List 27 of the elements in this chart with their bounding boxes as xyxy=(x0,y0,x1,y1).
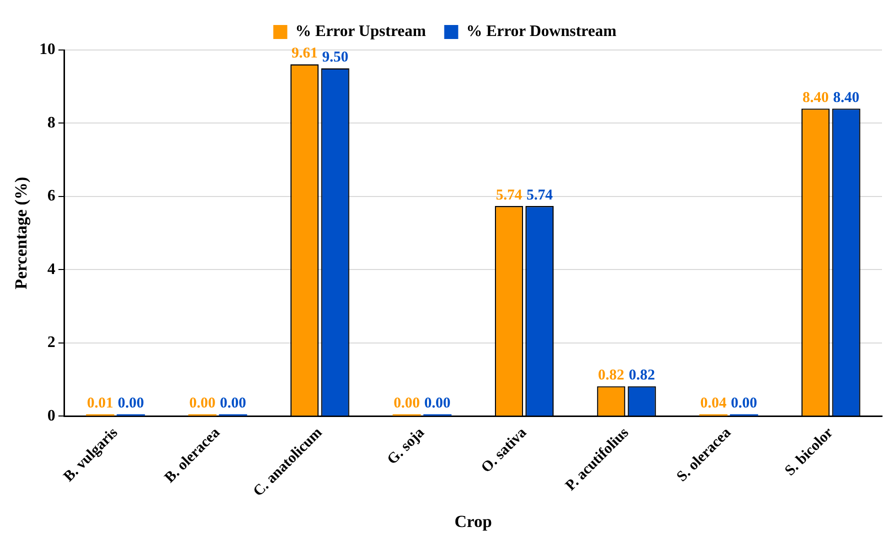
legend-label: % Error Downstream xyxy=(466,23,618,40)
y-axis-title: Percentage (%) xyxy=(12,176,31,290)
x-tick-label: G. soja xyxy=(384,424,428,468)
data-label: 8.40 xyxy=(833,90,860,106)
y-tick-label: 4 xyxy=(47,260,56,278)
y-tick-label: 10 xyxy=(39,41,56,58)
data-label: 0.01 xyxy=(87,396,114,412)
y-tick-label: 2 xyxy=(47,334,56,352)
y-tick-label: 0 xyxy=(47,407,56,424)
data-label: 8.40 xyxy=(802,90,829,106)
x-axis-title: Crop xyxy=(454,512,492,532)
data-label: 0.00 xyxy=(220,396,246,412)
data-label: 0.00 xyxy=(730,396,758,412)
y-tick-label: 8 xyxy=(47,114,56,132)
data-label: 0.00 xyxy=(424,396,451,412)
data-label: 0.82 xyxy=(628,368,655,384)
legend-label: % Error Upstream xyxy=(295,23,427,40)
data-label: 9.61 xyxy=(291,46,318,62)
data-label: 0.00 xyxy=(394,396,420,412)
data-label: 5.74 xyxy=(496,187,523,204)
data-label: 9.50 xyxy=(322,50,348,66)
data-label: 0.00 xyxy=(118,396,144,412)
data-label: 5.74 xyxy=(526,187,554,204)
data-label: 0.00 xyxy=(189,396,216,412)
data-label: 0.04 xyxy=(700,396,727,412)
y-tick-label: 6 xyxy=(47,188,56,205)
data-label: 0.82 xyxy=(598,368,624,384)
